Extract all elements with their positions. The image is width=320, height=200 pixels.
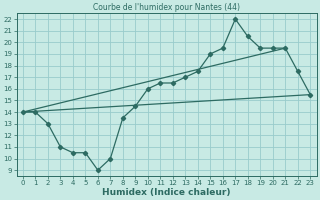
Title: Courbe de l'humidex pour Nantes (44): Courbe de l'humidex pour Nantes (44) <box>93 3 240 12</box>
X-axis label: Humidex (Indice chaleur): Humidex (Indice chaleur) <box>102 188 231 197</box>
